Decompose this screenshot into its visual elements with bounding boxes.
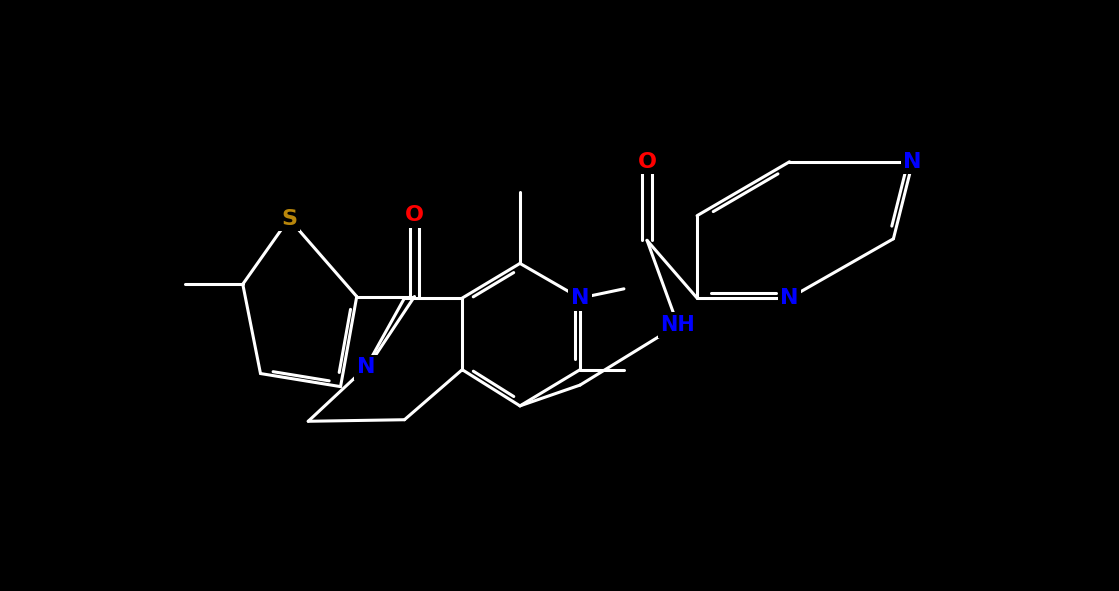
Text: O: O bbox=[405, 205, 424, 225]
Text: N: N bbox=[571, 288, 590, 308]
Text: N: N bbox=[357, 358, 375, 378]
Text: N: N bbox=[780, 288, 799, 308]
Text: NH: NH bbox=[660, 315, 695, 335]
Text: S: S bbox=[281, 209, 297, 229]
Text: O: O bbox=[638, 152, 657, 172]
Text: N: N bbox=[903, 152, 922, 172]
